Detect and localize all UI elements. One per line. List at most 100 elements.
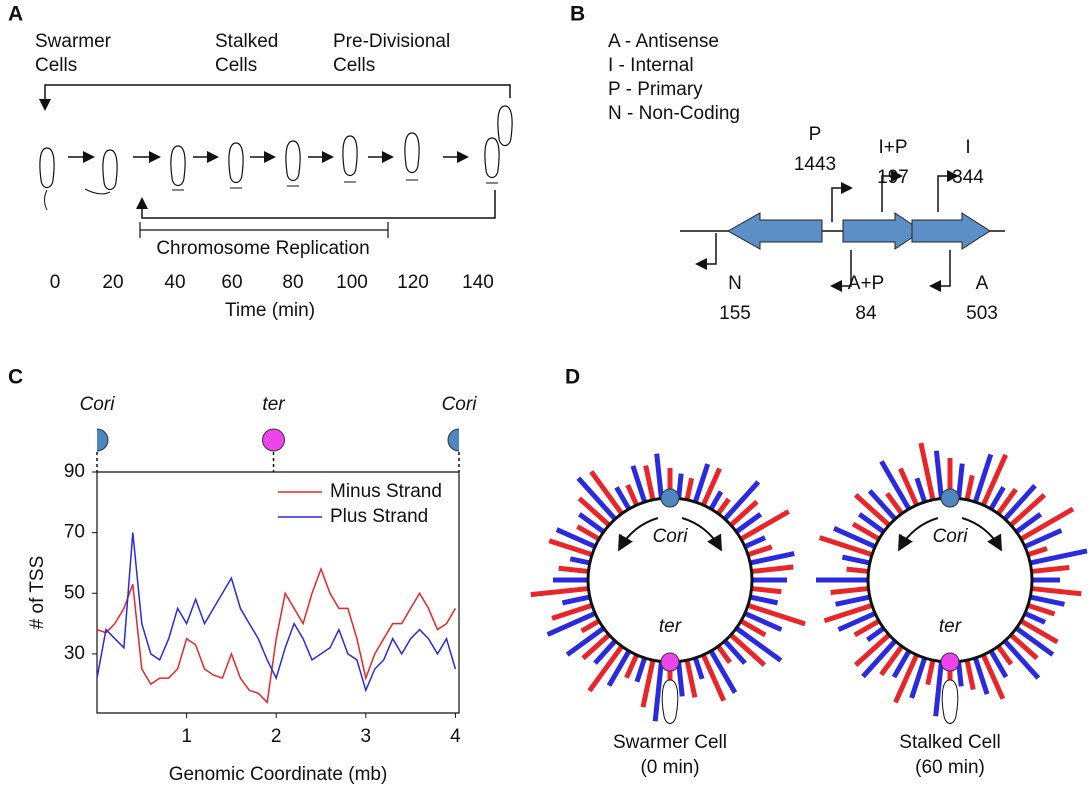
tss-bar	[885, 491, 904, 516]
tss-count: 1443	[794, 154, 836, 175]
tss-bar	[898, 467, 919, 507]
tss-bar	[933, 450, 944, 499]
tss-bar	[640, 659, 656, 708]
tss-bar	[981, 453, 1009, 507]
y-tick-label: 70	[64, 522, 85, 543]
tss-bar	[652, 661, 664, 722]
cell-time: (60 min)	[915, 757, 985, 778]
tss-bar	[580, 618, 601, 634]
tss-bar	[1003, 483, 1037, 521]
tss-bar	[909, 657, 928, 699]
tss-bar	[708, 490, 724, 511]
stage-label: Swarmer	[35, 31, 112, 52]
chromosome	[866, 496, 1034, 664]
tss-bar	[879, 460, 912, 511]
tss-bar	[1019, 506, 1075, 542]
time-tick-label: 140	[462, 272, 494, 293]
tss-bar	[964, 474, 975, 501]
tss-bar	[751, 586, 782, 595]
tss-bar	[723, 639, 747, 665]
ter-label: ter	[939, 616, 962, 637]
tss-arrows	[695, 170, 959, 292]
marker-label: ter	[262, 394, 285, 415]
radial-bars	[816, 442, 1088, 717]
tss-bar	[835, 594, 871, 607]
time-tick-label: 80	[282, 272, 303, 293]
tss-bar	[981, 653, 1006, 700]
tss-bar	[996, 487, 1018, 516]
tss-bar	[654, 453, 664, 499]
y-tick-label: 90	[64, 461, 85, 482]
x-tick-label: 2	[271, 726, 282, 747]
tss-bar	[830, 586, 869, 596]
tss-bar	[1031, 586, 1082, 597]
tss-type: N	[728, 273, 742, 294]
tss-bar	[972, 453, 994, 503]
tss-bar	[643, 465, 656, 501]
tss-bar	[581, 633, 611, 661]
marker-label: Cori	[80, 394, 116, 415]
time-tick-label: 120	[397, 272, 429, 293]
time-label: Time (min)	[225, 300, 315, 321]
cell-icon	[661, 679, 679, 724]
time-tick-label: 60	[221, 272, 242, 293]
tss-bar	[861, 639, 897, 679]
cell-name: Stalked Cell	[899, 732, 1000, 753]
tss-bar	[823, 602, 873, 624]
time-tick-label: 0	[50, 272, 61, 293]
tss-bar	[914, 477, 928, 503]
tss-bar	[832, 526, 877, 549]
tss-bar	[1014, 626, 1055, 657]
ori-marker	[660, 488, 680, 508]
tss-bar	[624, 653, 639, 679]
tss-bar	[1009, 493, 1047, 527]
legend-text: N - Non-Coding	[608, 103, 740, 124]
cell-name: Swarmer Cell	[613, 732, 727, 753]
tss-bar	[676, 661, 685, 697]
tss-bar	[546, 611, 597, 637]
tss-bar	[555, 527, 597, 549]
tss-bar	[846, 566, 869, 574]
tss-count: 84	[855, 303, 877, 324]
tss-bar	[893, 653, 919, 704]
tss-type: A+P	[848, 273, 884, 294]
tss-bar	[1029, 594, 1065, 607]
y-axis-label: # of TSS	[27, 556, 48, 630]
panel-label: B	[570, 3, 585, 26]
tss-bar	[988, 649, 1009, 679]
tss-bar	[589, 470, 624, 516]
tss-count: 197	[877, 167, 909, 188]
cycle-arrow	[136, 190, 496, 219]
tss-bar	[851, 521, 881, 542]
panel-c: C Cori ter Cori 30 50 70 90 1 2 3 4 Genomic Coordin…	[8, 366, 477, 785]
tss-bar	[676, 473, 684, 499]
ori-label: Cori	[933, 526, 969, 547]
legend-text: A - Antisense	[608, 31, 719, 52]
tss-bar	[857, 512, 886, 534]
tss-bar	[548, 538, 593, 558]
tss-bar	[747, 544, 773, 558]
tss-bar	[729, 499, 759, 527]
tss-bar	[1027, 602, 1056, 617]
tss-bar	[1003, 639, 1041, 680]
tss-bar	[988, 486, 1006, 511]
tss-bar	[866, 626, 886, 642]
tss-bar	[729, 633, 767, 667]
tss-bar	[749, 594, 779, 606]
ori-marker	[940, 488, 960, 508]
tss-bar	[630, 465, 648, 503]
stage-label: Cells	[35, 55, 77, 76]
tss-type: A	[976, 273, 989, 294]
x-tick-label: 1	[181, 726, 192, 747]
tss-bar	[708, 649, 738, 694]
tss-bar	[853, 618, 881, 638]
tss-bar	[565, 626, 606, 657]
tss-bar	[606, 649, 632, 687]
stage-label: Cells	[215, 55, 257, 76]
x-tick-label: 3	[361, 726, 372, 747]
x-axis-label: Genomic Coordinate (mb)	[169, 764, 388, 785]
genome-marker	[447, 428, 459, 452]
tss-bar	[749, 551, 795, 566]
tss-bar	[751, 564, 794, 574]
x-tick-label: 4	[450, 726, 461, 747]
